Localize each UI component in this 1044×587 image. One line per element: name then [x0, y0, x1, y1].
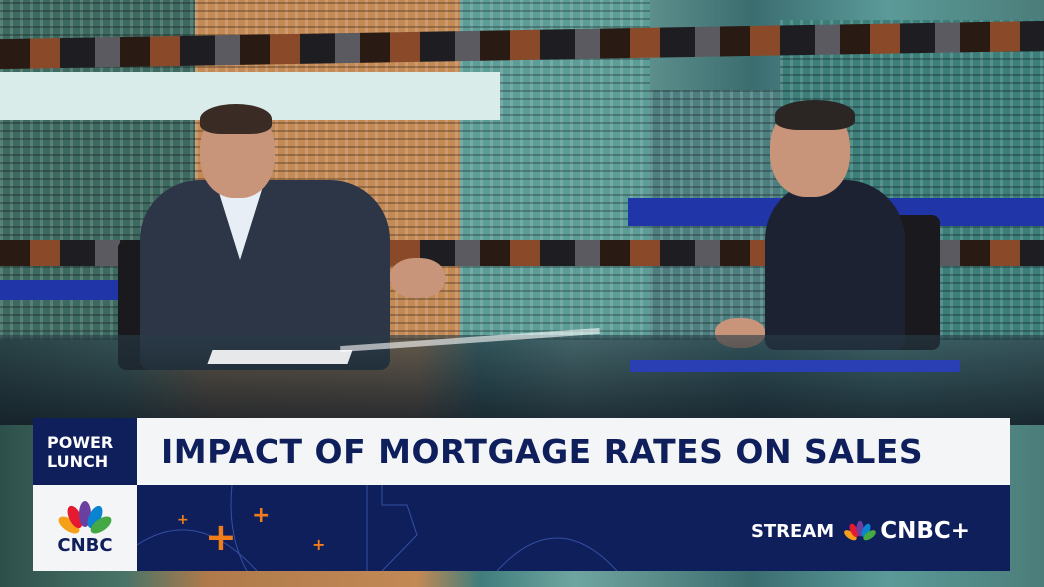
stream-promo: STREAM CNBC+ — [751, 518, 970, 544]
anchor-left-hair — [200, 104, 272, 134]
headline: IMPACT OF MORTGAGE RATES ON SALES — [161, 432, 924, 471]
peacock-icon — [58, 500, 112, 533]
studio-blue-strip — [0, 280, 125, 300]
plus-decoration: + — [252, 503, 271, 528]
plus-decoration: + — [312, 535, 326, 554]
headline-bar: IMPACT OF MORTGAGE RATES ON SALES — [137, 418, 1010, 485]
peacock-icon — [844, 520, 877, 541]
promo-bar: + + + + STREAM CNBC+ — [137, 485, 1010, 571]
plus-decoration: + — [205, 515, 237, 559]
program-name-line2: LUNCH — [47, 451, 109, 471]
anchor-left-hand — [390, 258, 445, 298]
cnbc-plus-brand: CNBC+ — [880, 518, 970, 544]
program-name-line1: POWER — [47, 432, 114, 452]
network-logo: CNBC — [33, 485, 137, 571]
decorative-lines — [137, 485, 618, 571]
glass-desk — [0, 327, 1044, 425]
stream-label: STREAM — [750, 520, 835, 542]
program-name: POWER LUNCH — [33, 418, 137, 485]
guest-right — [765, 180, 905, 350]
network-logo-text: CNBC — [57, 534, 113, 556]
guest-right-hair — [775, 100, 855, 130]
plus-decoration: + — [177, 512, 189, 528]
desk-blue-edge — [630, 360, 960, 372]
papers — [207, 350, 353, 364]
